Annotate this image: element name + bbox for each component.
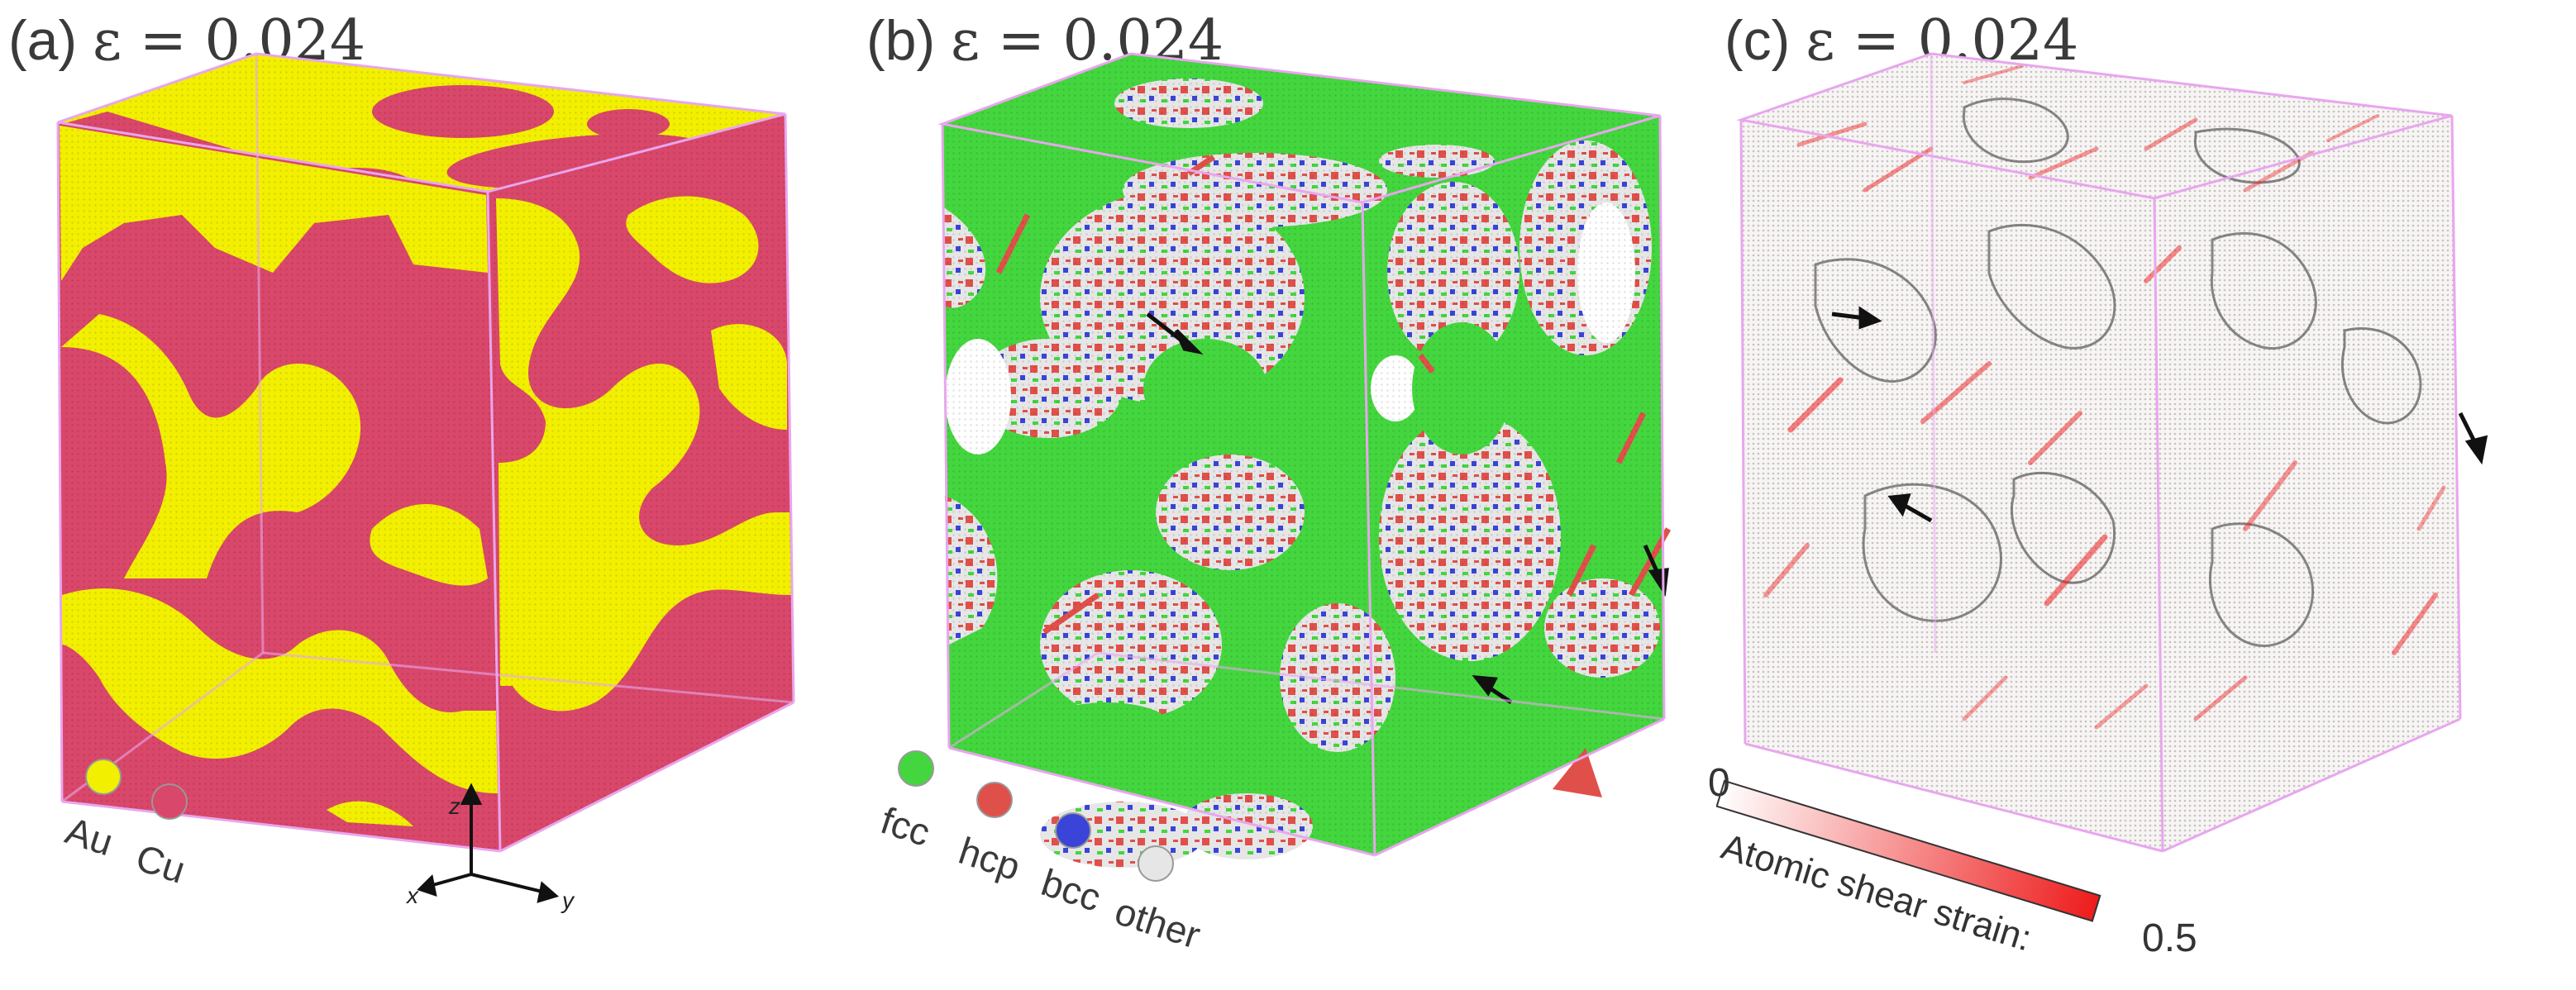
axis-x-label: x	[407, 883, 418, 908]
cube-a-composition	[56, 52, 795, 903]
axis-z-label: z	[449, 793, 460, 819]
panel-b: (b) ε = 0.024	[858, 0, 1716, 990]
colorbar-min-label: 0	[1708, 761, 1730, 805]
axis-triad	[417, 783, 560, 903]
panel-a: (a) ε = 0.024	[0, 0, 858, 990]
legend-hcp-sphere	[976, 782, 1013, 818]
panel-c: (c) ε = 0.024	[1708, 0, 2576, 990]
legend-bcc-sphere	[1055, 812, 1091, 849]
legend-cu-sphere	[151, 783, 188, 820]
legend-fcc-sphere	[898, 750, 934, 787]
panel-b-label: (b)	[866, 9, 936, 72]
axis-y-label: y	[562, 888, 574, 913]
colorbar	[1716, 779, 2101, 922]
cube-c-shear-strain	[1716, 52, 2488, 922]
cube-b-structure	[898, 52, 1672, 882]
legend-au-sphere	[85, 759, 122, 795]
arrow-markers-c	[1831, 306, 2488, 523]
arrow-markers-b	[1146, 312, 1669, 705]
panel-b-title: (b) ε = 0.024	[866, 8, 1224, 74]
panel-a-label: (a)	[8, 9, 78, 72]
legend-other-sphere	[1138, 845, 1174, 882]
colorbar-max-label: 0.5	[2142, 916, 2197, 960]
panel-c-label: (c)	[1724, 9, 1791, 72]
